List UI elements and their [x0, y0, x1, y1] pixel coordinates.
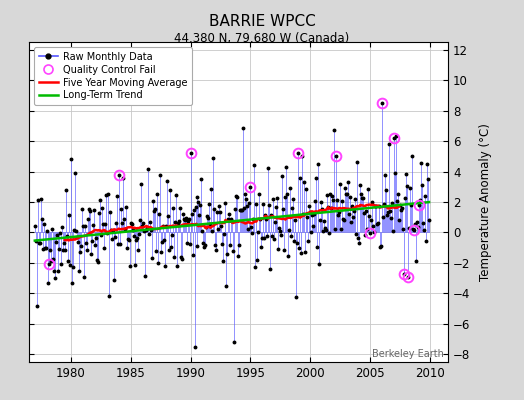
Text: BARRIE WPCC: BARRIE WPCC — [209, 14, 315, 29]
Text: 44.380 N, 79.680 W (Canada): 44.380 N, 79.680 W (Canada) — [174, 32, 350, 45]
Y-axis label: Temperature Anomaly (°C): Temperature Anomaly (°C) — [478, 123, 492, 281]
Text: Berkeley Earth: Berkeley Earth — [372, 349, 444, 359]
Legend: Raw Monthly Data, Quality Control Fail, Five Year Moving Average, Long-Term Tren: Raw Monthly Data, Quality Control Fail, … — [34, 47, 192, 105]
